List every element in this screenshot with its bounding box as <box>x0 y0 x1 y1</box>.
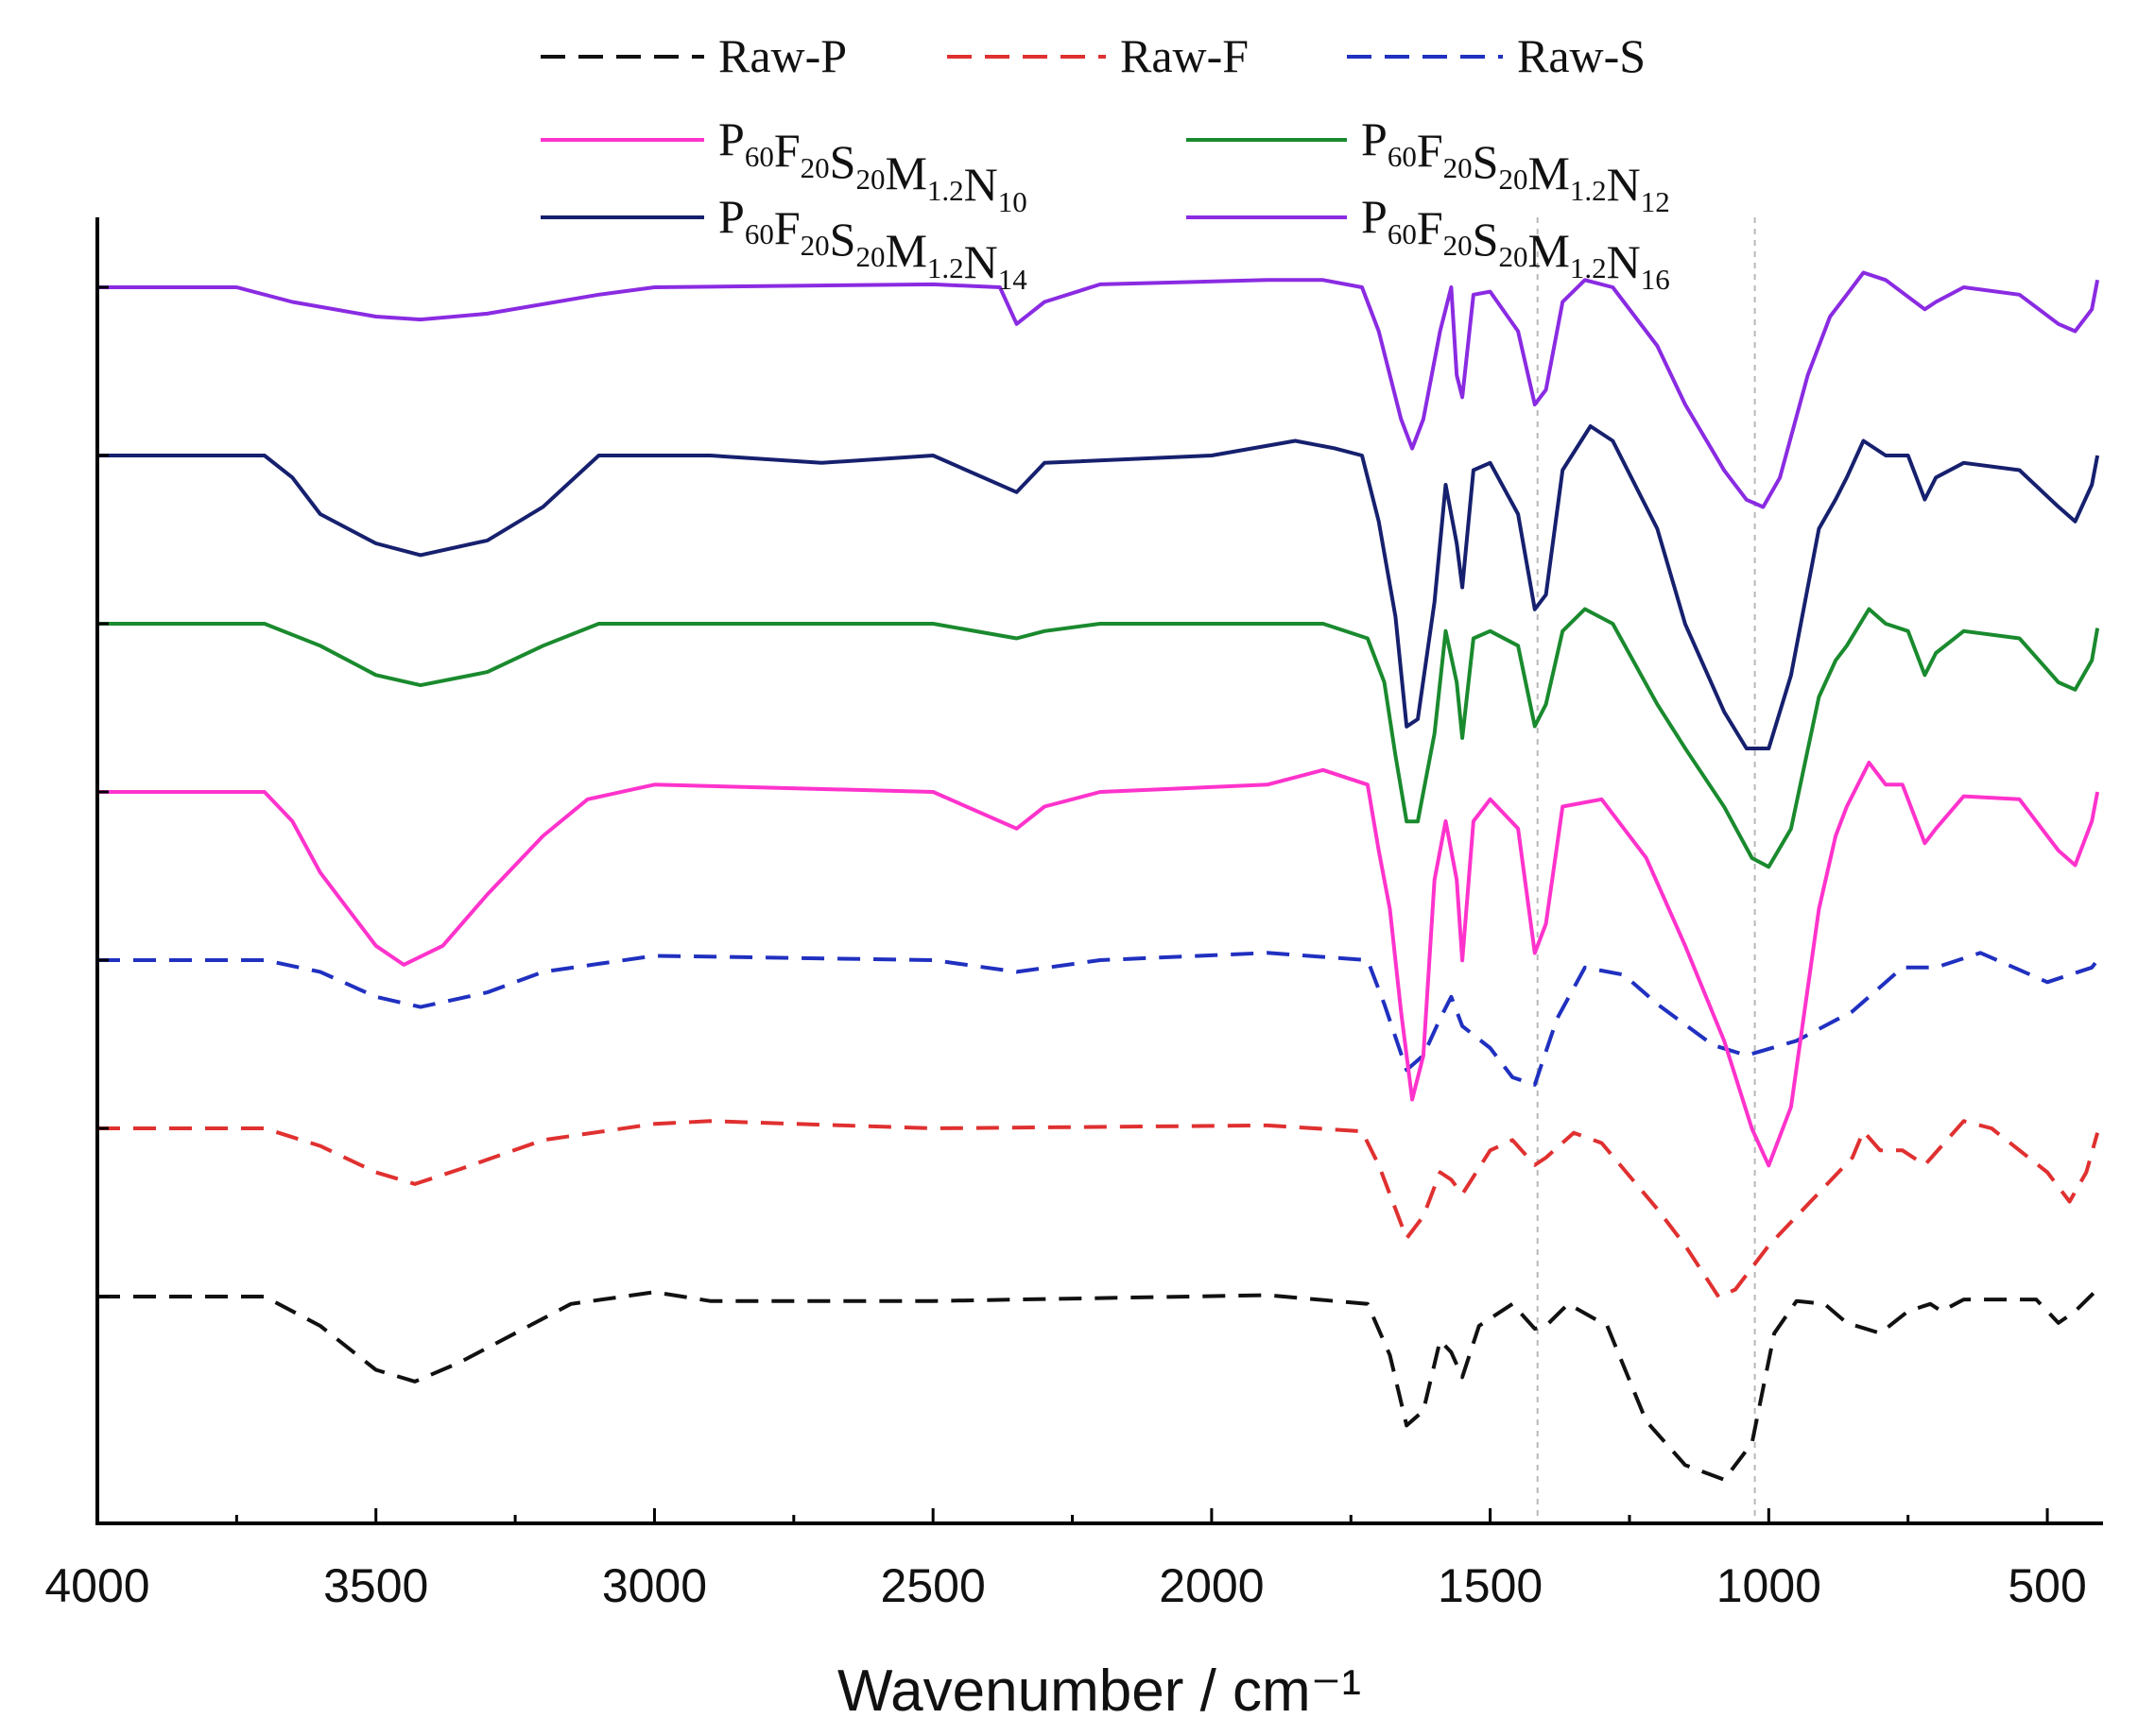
x-tick-label-1000: 1000 <box>1716 1559 1821 1612</box>
legend-label-6: P60F20S20M1.2N16 <box>1361 190 1670 296</box>
legend-label-3: P60F20S20M1.2N10 <box>718 112 1027 218</box>
legend: Raw-P Raw-F Raw-SP60F20S20M1.2N10P60F20S20… <box>541 29 1670 296</box>
x-tick-label-2500: 2500 <box>881 1559 986 1612</box>
x-tick-label-4000: 4000 <box>44 1559 149 1612</box>
x-tick-label-1500: 1500 <box>1438 1559 1543 1612</box>
legend-label-1: Raw-F <box>1120 29 1249 82</box>
x-tick-label-3000: 3000 <box>602 1559 707 1612</box>
series-line-6 <box>97 270 2100 509</box>
series-line-5 <box>97 424 2100 750</box>
reference-lines <box>1536 217 1756 1523</box>
axes: 4000 3500 3000 2500 2000 1500 1000 500 Wavenumb… <box>44 217 2103 1724</box>
plot-series <box>97 270 2100 1482</box>
x-tick-label-2000: 2000 <box>1159 1559 1264 1612</box>
x-axis-title: Wavenumber / cm⁻¹ <box>837 1659 1361 1724</box>
series-line-4 <box>97 607 2100 869</box>
x-ticks: 4000 3500 3000 2500 2000 1500 1000 500 <box>44 285 2087 1612</box>
legend-label-2: Raw-S <box>1517 29 1646 82</box>
legend-label-4: P60F20S20M1.2N12 <box>1361 112 1670 218</box>
series-line-2 <box>97 951 2099 1087</box>
legend-label-0: Raw-P <box>718 29 847 82</box>
x-tick-label-3500: 3500 <box>323 1559 428 1612</box>
legend-label-5: P60F20S20M1.2N14 <box>718 190 1027 296</box>
series-line-1 <box>97 1119 2100 1299</box>
x-tick-label-500: 500 <box>2008 1559 2086 1612</box>
series-line-3 <box>97 761 2100 1168</box>
series-line-0 <box>97 1287 2099 1482</box>
